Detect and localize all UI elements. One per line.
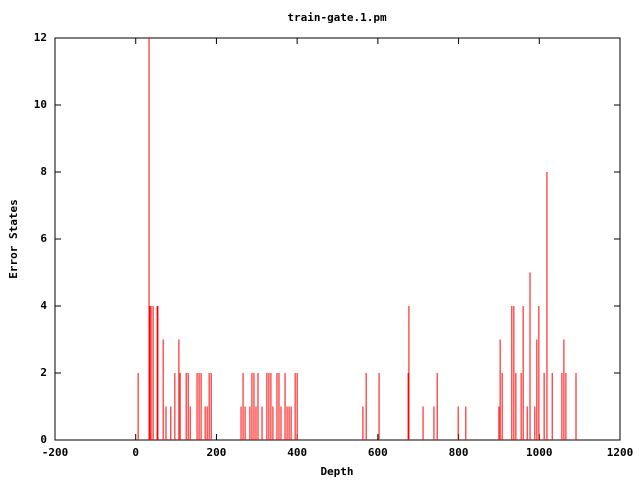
y-tick-label: 2 xyxy=(40,366,47,379)
y-axis-label: Error States xyxy=(7,199,20,278)
chart-title: train-gate.1.pm xyxy=(287,11,387,24)
y-tick-label: 12 xyxy=(34,31,47,44)
y-tick-label: 10 xyxy=(34,98,47,111)
y-tick-label: 8 xyxy=(40,165,47,178)
plot-frame xyxy=(54,37,621,441)
x-tick-label: 1200 xyxy=(607,446,634,459)
y-tick-label: 6 xyxy=(40,232,47,245)
x-tick-label: 0 xyxy=(132,446,139,459)
x-tick-label: 800 xyxy=(449,446,469,459)
x-tick-label: 1000 xyxy=(526,446,553,459)
x-tick-label: 400 xyxy=(287,446,307,459)
x-tick-label: -200 xyxy=(42,446,69,459)
y-tick-label: 0 xyxy=(40,433,47,446)
x-axis-label: Depth xyxy=(320,465,353,478)
y-tick-label: 4 xyxy=(40,299,47,312)
x-tick-label: 200 xyxy=(206,446,226,459)
x-tick-label: 600 xyxy=(368,446,388,459)
